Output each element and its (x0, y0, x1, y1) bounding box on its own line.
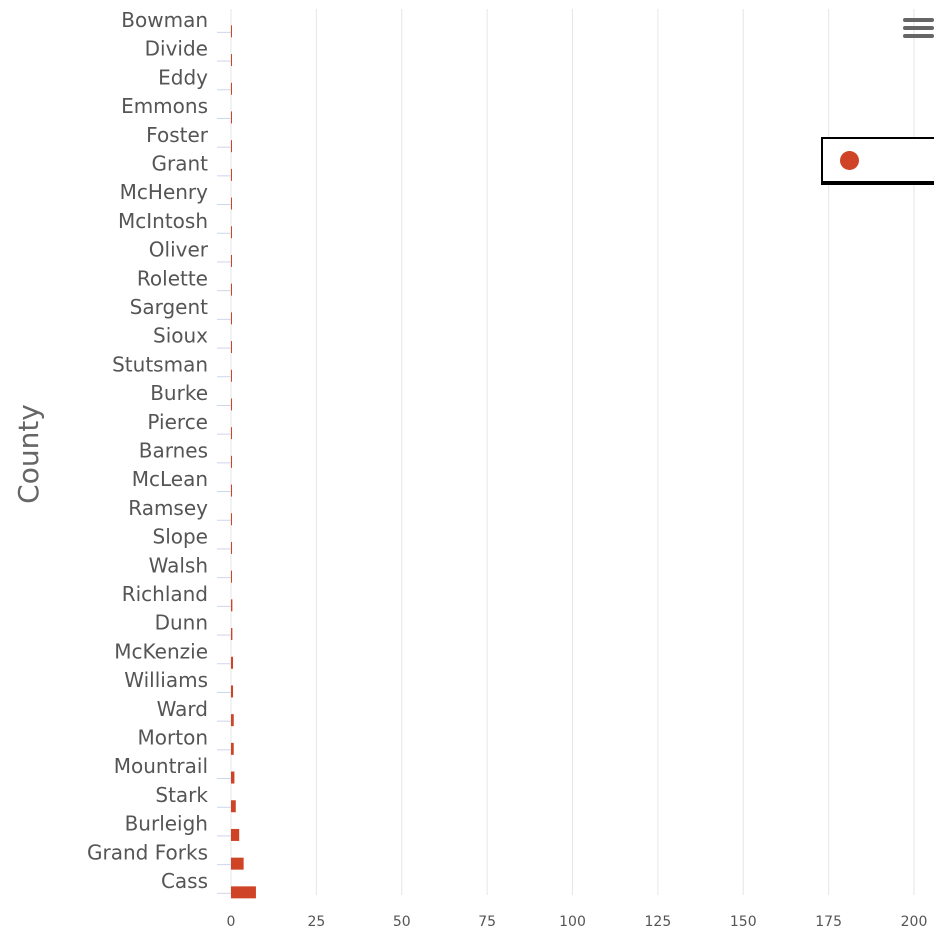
category-label: Slope (153, 525, 209, 549)
category-label: Walsh (149, 553, 208, 577)
bar[interactable] (231, 111, 232, 124)
bar[interactable] (231, 455, 233, 468)
x-tick-label: 25 (307, 914, 325, 930)
category-label: McHenry (120, 180, 208, 204)
category-label: Foster (146, 123, 209, 147)
category-label: Stark (155, 783, 208, 807)
category-label: Williams (124, 668, 208, 692)
bar[interactable] (231, 714, 234, 727)
bar[interactable] (231, 54, 232, 67)
bar[interactable] (231, 312, 232, 325)
bar[interactable] (231, 82, 232, 95)
x-tick-label: 100 (559, 914, 586, 930)
bar[interactable] (231, 398, 233, 411)
x-tick-label: 125 (645, 914, 672, 930)
bar[interactable] (231, 800, 236, 813)
menu-line (903, 34, 934, 38)
category-label: McLean (132, 467, 208, 491)
category-label: Rolette (137, 266, 208, 290)
x-tick-labels: 0 25 50 75 100 125 150 175 200 (227, 914, 928, 930)
category-labels: Bowman Divide Eddy Emmons Foster Grant McHenry… (87, 8, 209, 893)
x-tick-label: 200 (901, 914, 928, 930)
category-label: Divide (145, 37, 208, 61)
bar[interactable] (231, 513, 233, 526)
category-label: Ramsey (128, 496, 208, 520)
bar[interactable] (231, 168, 232, 181)
x-tick-label: 175 (815, 914, 842, 930)
category-label: McIntosh (118, 209, 208, 233)
category-label: McKenzie (114, 639, 208, 663)
category-label: Oliver (149, 238, 209, 262)
bar[interactable] (231, 570, 233, 583)
bar[interactable] (231, 742, 234, 755)
category-label: Grand Forks (87, 840, 208, 864)
bar[interactable] (231, 656, 234, 669)
bar[interactable] (231, 197, 232, 210)
bar[interactable] (231, 857, 244, 870)
y-axis-title: County (12, 404, 45, 504)
category-ticks (217, 31, 231, 894)
bar[interactable] (231, 828, 240, 841)
bar[interactable] (231, 886, 256, 899)
category-label: Sioux (153, 324, 208, 348)
bar[interactable] (231, 226, 232, 239)
bars (231, 25, 256, 899)
category-label: Eddy (158, 65, 208, 89)
category-label: Burleigh (125, 812, 208, 836)
category-label: Barnes (139, 439, 208, 463)
bar[interactable] (231, 628, 233, 641)
bar[interactable] (231, 685, 234, 698)
menu-line (903, 18, 934, 22)
legend-marker (840, 151, 859, 170)
bar[interactable] (231, 25, 232, 38)
legend[interactable] (821, 137, 934, 183)
x-tick-label: 75 (478, 914, 496, 930)
grid-lines (230, 9, 915, 895)
category-label: Cass (161, 869, 208, 893)
category-label: Richland (122, 582, 208, 606)
bar[interactable] (231, 283, 232, 296)
category-label: Dunn (155, 611, 208, 635)
hamburger-menu-icon[interactable] (903, 18, 934, 44)
category-label: Grant (152, 152, 209, 176)
category-label: Mountrail (114, 754, 208, 778)
x-tick-label: 50 (393, 914, 411, 930)
category-label: Bowman (121, 8, 208, 32)
bar[interactable] (231, 341, 232, 354)
menu-line (903, 26, 934, 30)
bar[interactable] (231, 599, 233, 612)
bar[interactable] (231, 541, 233, 554)
bar[interactable] (231, 484, 233, 497)
category-label: Pierce (147, 410, 208, 434)
category-label: Morton (138, 726, 208, 750)
x-tick-label: 150 (730, 914, 757, 930)
x-tick-label: 0 (227, 914, 236, 930)
bar[interactable] (231, 254, 232, 267)
bar[interactable] (231, 140, 232, 153)
bar[interactable] (231, 427, 233, 440)
bar[interactable] (231, 369, 232, 382)
category-label: Ward (157, 697, 208, 721)
category-label: Sargent (130, 295, 208, 319)
category-label: Emmons (121, 94, 208, 118)
category-label: Stutsman (112, 352, 208, 376)
bar[interactable] (231, 771, 235, 784)
category-label: Burke (150, 381, 208, 405)
